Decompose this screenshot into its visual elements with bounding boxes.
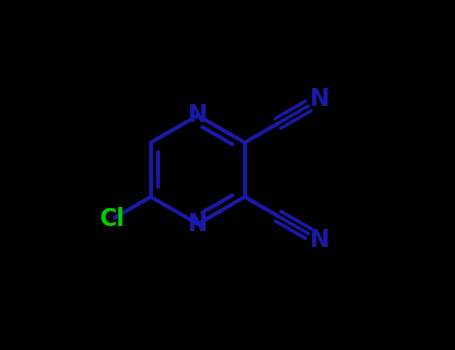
Text: Cl: Cl [100,207,126,231]
Text: N: N [188,104,207,127]
Text: N: N [188,212,207,236]
Text: N: N [310,228,330,252]
Text: N: N [310,87,330,111]
